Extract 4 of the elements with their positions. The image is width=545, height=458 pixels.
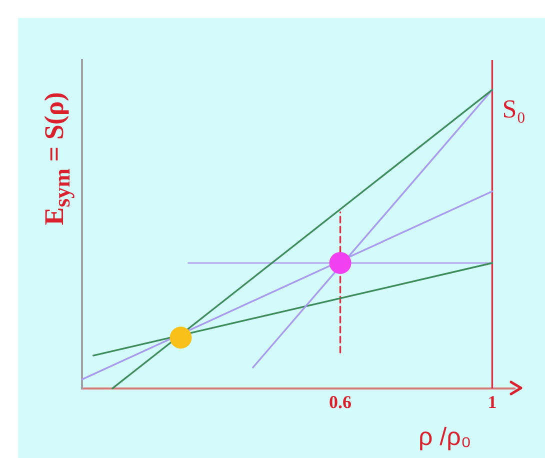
- x-tick-label: 1: [488, 392, 497, 412]
- x-tick-label: 0.6: [329, 392, 352, 412]
- annotation: S₀: [502, 94, 526, 124]
- x-axis-title: ρ /ρ₀: [418, 422, 472, 452]
